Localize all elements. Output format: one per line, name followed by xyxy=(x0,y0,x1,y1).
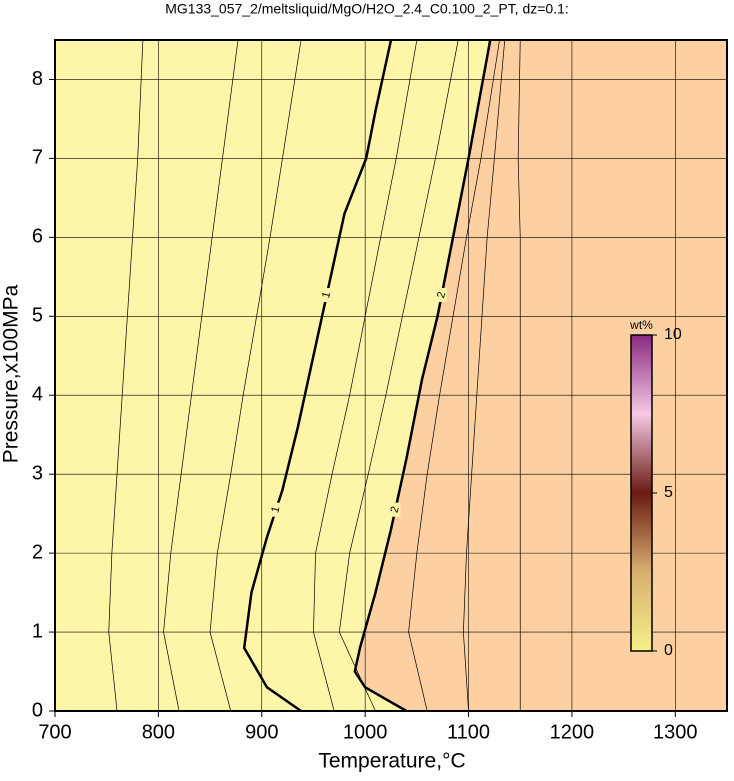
x-axis-label: Temperature,°C xyxy=(318,750,465,773)
x-tick-label: 700 xyxy=(38,721,71,743)
contour-label-bg xyxy=(321,287,332,302)
contour-label: 1 xyxy=(320,290,333,299)
plot-frame xyxy=(54,39,728,712)
contour-label-bg xyxy=(270,502,281,517)
chart-title: MG133_057_2/meltsliquid/MgO/H2O_2.4_C0.1… xyxy=(165,1,569,17)
y-tick-label: 6 xyxy=(32,226,43,248)
contour-label: 2 xyxy=(389,505,402,514)
contour-label: 2 xyxy=(435,290,448,299)
x-tick-label: 800 xyxy=(142,721,175,743)
contour-label-bg xyxy=(390,502,401,517)
colorbar xyxy=(630,334,653,652)
colorbar-label: wt% xyxy=(629,318,653,332)
y-tick-label: 8 xyxy=(32,68,43,90)
colorbar-tick-label: 0 xyxy=(664,642,673,659)
y-tick-label: 7 xyxy=(32,147,43,169)
colorbar-tick-label: 10 xyxy=(664,326,682,343)
y-tick-label: 0 xyxy=(32,699,43,721)
x-tick-label: 1300 xyxy=(653,721,698,743)
y-tick-label: 3 xyxy=(32,462,43,484)
y-tick-label: 4 xyxy=(32,384,43,406)
x-tick-label: 1100 xyxy=(447,721,490,743)
colorbar-tick-label: 5 xyxy=(664,484,673,501)
contour-label-bg xyxy=(436,287,447,302)
y-tick-label: 1 xyxy=(32,620,43,642)
x-tick-label: 900 xyxy=(245,721,278,743)
contour-line xyxy=(353,39,492,713)
x-tick-label: 1000 xyxy=(343,721,388,743)
y-tick-label: 2 xyxy=(32,541,43,563)
y-axis-label: Pressure,x100MPa xyxy=(0,284,23,463)
y-tick-label: 5 xyxy=(32,305,43,327)
contour-label: 1 xyxy=(269,505,282,514)
x-tick-label: 1200 xyxy=(550,721,595,743)
